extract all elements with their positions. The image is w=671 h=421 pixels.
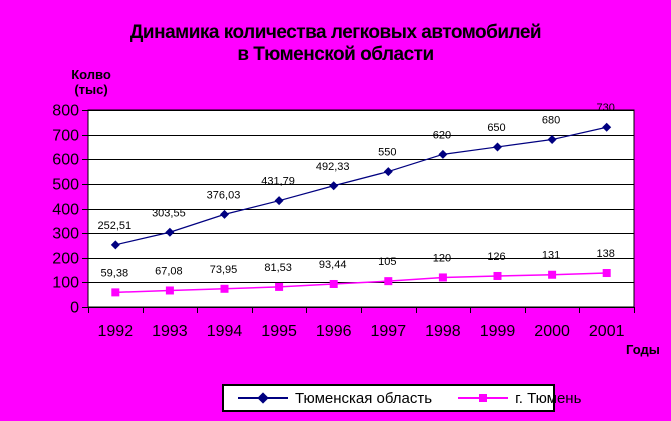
y-axis-title-line1: Колво <box>71 67 111 82</box>
data-point-square-icon <box>438 273 447 282</box>
data-label-s0-1992: 252,51 <box>97 220 131 232</box>
legend-line-oblast <box>238 391 288 404</box>
data-point-diamond-icon <box>383 167 393 177</box>
x-tick-label-1997: 1997 <box>371 323 407 340</box>
series-line-0 <box>115 126 607 246</box>
chart-title: Динамика количества легковых автомобилей… <box>0 22 671 66</box>
data-point-diamond-icon <box>493 142 502 152</box>
data-label-s0-1997: 550 <box>378 147 396 159</box>
x-tick-label-1998: 1998 <box>425 323 461 340</box>
y-axis-title-line2: (тыс) <box>74 82 108 97</box>
y-tick-label-100: 100 <box>52 275 79 292</box>
data-point-square-icon <box>548 270 557 279</box>
y-tick-label-0: 0 <box>70 300 79 317</box>
data-label-s1-1994: 73,95 <box>210 264 238 276</box>
y-tick-label-600: 600 <box>52 152 79 169</box>
data-label-s0-1995: 431,79 <box>261 176 295 188</box>
data-label-s0-1993: 303,55 <box>152 207 186 219</box>
y-tick-label-800: 800 <box>52 103 79 120</box>
x-tick-label-1996: 1996 <box>316 323 352 340</box>
data-label-s1-1997: 105 <box>378 256 396 268</box>
x-tick-label-1992: 1992 <box>98 323 134 340</box>
series-line-1 <box>115 272 607 294</box>
legend-label-city: г. Тюмень <box>515 389 582 407</box>
y-tick-label-300: 300 <box>52 226 79 243</box>
data-label-s0-1996: 492,33 <box>316 161 350 173</box>
chart-title-line2: в Тюменской области <box>237 44 434 65</box>
data-point-square-icon <box>275 282 284 291</box>
data-label-s1-1998: 120 <box>433 252 451 264</box>
data-point-diamond-icon <box>110 240 120 250</box>
y-tick-label-700: 700 <box>52 128 79 145</box>
data-point-diamond-icon <box>220 209 229 219</box>
data-point-square-icon <box>329 279 338 288</box>
data-label-s1-1996: 93,44 <box>319 259 347 271</box>
legend-item-tyumen-city: г. Тюмень <box>458 390 581 407</box>
y-tick-label-500: 500 <box>52 177 79 194</box>
x-axis-title: Годы <box>626 342 660 357</box>
data-point-square-icon <box>493 271 502 280</box>
x-tick-label-1995: 1995 <box>261 323 297 340</box>
data-label-s1-1995: 81,53 <box>264 262 292 274</box>
data-point-square-icon <box>220 284 229 293</box>
data-point-diamond-icon <box>438 149 448 159</box>
y-tick-label-400: 400 <box>52 202 79 219</box>
data-label-s0-1999: 650 <box>487 122 505 134</box>
data-label-s0-2000: 680 <box>542 115 560 127</box>
data-label-s0-1994: 376,03 <box>207 189 241 201</box>
data-label-s1-1999: 126 <box>487 251 505 263</box>
legend-label-oblast: Тюменская область <box>295 389 433 407</box>
data-label-s1-1992: 59,38 <box>101 267 129 279</box>
data-point-diamond-icon <box>329 181 339 191</box>
data-point-diamond-icon <box>274 196 284 206</box>
legend-line-city <box>458 393 509 402</box>
data-label-s1-2000: 131 <box>542 250 560 262</box>
x-tick-label-2001: 2001 <box>589 323 625 340</box>
data-point-square-icon <box>165 286 174 295</box>
data-point-diamond-icon <box>602 122 612 132</box>
data-label-s1-2001: 138 <box>597 248 615 260</box>
chart-title-line1: Динамика количества легковых автомобилей <box>129 22 542 43</box>
legend-item-tyumen-oblast: Тюменская область <box>238 390 432 407</box>
data-point-diamond-icon <box>547 135 557 145</box>
x-tick-label-1994: 1994 <box>207 323 243 340</box>
y-axis-title: Колво (тыс) <box>60 67 122 97</box>
data-label-s1-1993: 67,08 <box>155 265 183 277</box>
data-label-s0-1998: 620 <box>433 129 451 141</box>
y-tick-label-200: 200 <box>52 251 79 268</box>
x-tick-label-2000: 2000 <box>534 323 570 340</box>
x-tick-label-1999: 1999 <box>480 323 516 340</box>
data-point-diamond-icon <box>165 227 175 237</box>
data-point-square-icon <box>111 288 120 297</box>
legend: Тюменская область г. Тюмень <box>222 384 581 412</box>
x-tick-label-1993: 1993 <box>152 323 188 340</box>
data-point-square-icon <box>384 277 393 286</box>
legend-diamond-marker-icon <box>257 391 269 404</box>
legend-square-marker-icon <box>479 393 488 402</box>
data-label-s0-2001: 730 <box>597 102 615 114</box>
plot-background <box>87 109 635 308</box>
data-point-square-icon <box>602 269 611 278</box>
